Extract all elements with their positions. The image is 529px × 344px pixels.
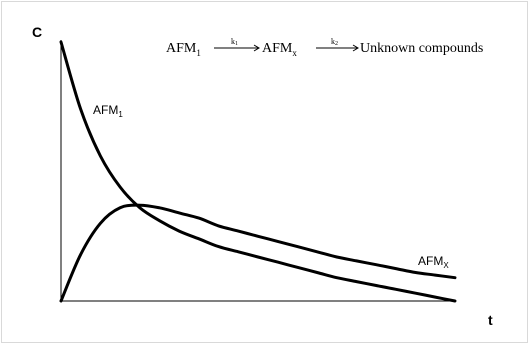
series-line-afmx xyxy=(59,203,457,303)
x-axis-label: t xyxy=(488,312,493,328)
rate-constant-k2: k2 xyxy=(331,37,338,47)
series-label-afmx-sub: X xyxy=(443,261,449,270)
series-label-afm1-main: AFM xyxy=(93,103,118,117)
rate-constant-k1: k1 xyxy=(231,37,238,47)
rate-constant-k1-main: k xyxy=(231,37,235,46)
series-line-afm1 xyxy=(59,40,457,303)
reaction-species1-sub: 1 xyxy=(196,48,201,58)
reaction-product: Unknown compounds xyxy=(360,41,483,56)
series-label-afmx-main: AFM xyxy=(418,254,443,268)
rate-constant-k2-sub: 2 xyxy=(335,41,338,47)
reaction-species-x-main: AFM xyxy=(262,41,293,56)
y-axis-label: C xyxy=(32,24,42,40)
series-label-afm1-sub: 1 xyxy=(118,110,123,119)
reaction-arrowhead-k2 xyxy=(352,44,359,52)
reaction-species-x: AFMx xyxy=(262,41,297,58)
reaction-species1: AFM1 xyxy=(166,41,201,58)
rate-constant-k2-main: k xyxy=(331,37,335,46)
series-label-afm1: AFM1 xyxy=(93,103,123,119)
reaction-species1-main: AFM xyxy=(166,41,197,56)
reaction-species-x-sub: x xyxy=(292,48,297,58)
series-label-afmx: AFMX xyxy=(418,254,449,270)
rate-constant-k1-sub: 1 xyxy=(235,41,238,47)
reaction-arrowhead-k1 xyxy=(253,44,260,52)
